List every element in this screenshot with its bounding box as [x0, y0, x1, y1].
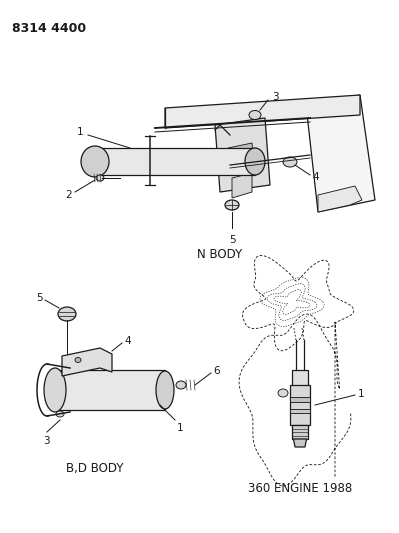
- Bar: [290, 409, 310, 413]
- Ellipse shape: [225, 200, 239, 210]
- Ellipse shape: [44, 368, 66, 412]
- Ellipse shape: [249, 110, 261, 119]
- Ellipse shape: [58, 307, 76, 321]
- Text: B,D BODY: B,D BODY: [66, 462, 124, 475]
- Text: 1: 1: [177, 423, 184, 433]
- Ellipse shape: [283, 157, 297, 167]
- Ellipse shape: [81, 146, 109, 177]
- Text: 1: 1: [358, 389, 365, 399]
- Bar: [292, 425, 308, 439]
- Text: 6: 6: [213, 366, 219, 376]
- Bar: [292, 370, 308, 388]
- Polygon shape: [228, 143, 254, 170]
- Polygon shape: [306, 95, 375, 212]
- Ellipse shape: [75, 358, 81, 362]
- Text: 5: 5: [229, 235, 235, 245]
- Polygon shape: [293, 439, 306, 447]
- Polygon shape: [62, 348, 112, 376]
- Ellipse shape: [245, 148, 265, 175]
- Text: 4: 4: [312, 172, 319, 182]
- Text: 4: 4: [124, 336, 130, 346]
- Text: 8314 4400: 8314 4400: [12, 22, 86, 35]
- Ellipse shape: [56, 411, 64, 417]
- Text: 2: 2: [65, 190, 72, 200]
- Text: 5: 5: [36, 293, 43, 303]
- Bar: [290, 397, 310, 402]
- Text: 3: 3: [43, 436, 49, 446]
- Bar: [290, 385, 310, 425]
- Ellipse shape: [176, 381, 186, 389]
- Polygon shape: [95, 148, 255, 175]
- Ellipse shape: [278, 389, 288, 397]
- Ellipse shape: [156, 371, 174, 409]
- Text: N BODY: N BODY: [198, 248, 243, 261]
- Polygon shape: [165, 95, 360, 128]
- Polygon shape: [232, 173, 252, 198]
- Bar: [55, 370, 165, 410]
- Text: 360 ENGINE 1988: 360 ENGINE 1988: [248, 482, 352, 495]
- Polygon shape: [318, 186, 362, 212]
- Text: 3: 3: [272, 92, 279, 102]
- Text: 1: 1: [76, 127, 83, 137]
- Polygon shape: [215, 118, 270, 192]
- Ellipse shape: [96, 175, 104, 181]
